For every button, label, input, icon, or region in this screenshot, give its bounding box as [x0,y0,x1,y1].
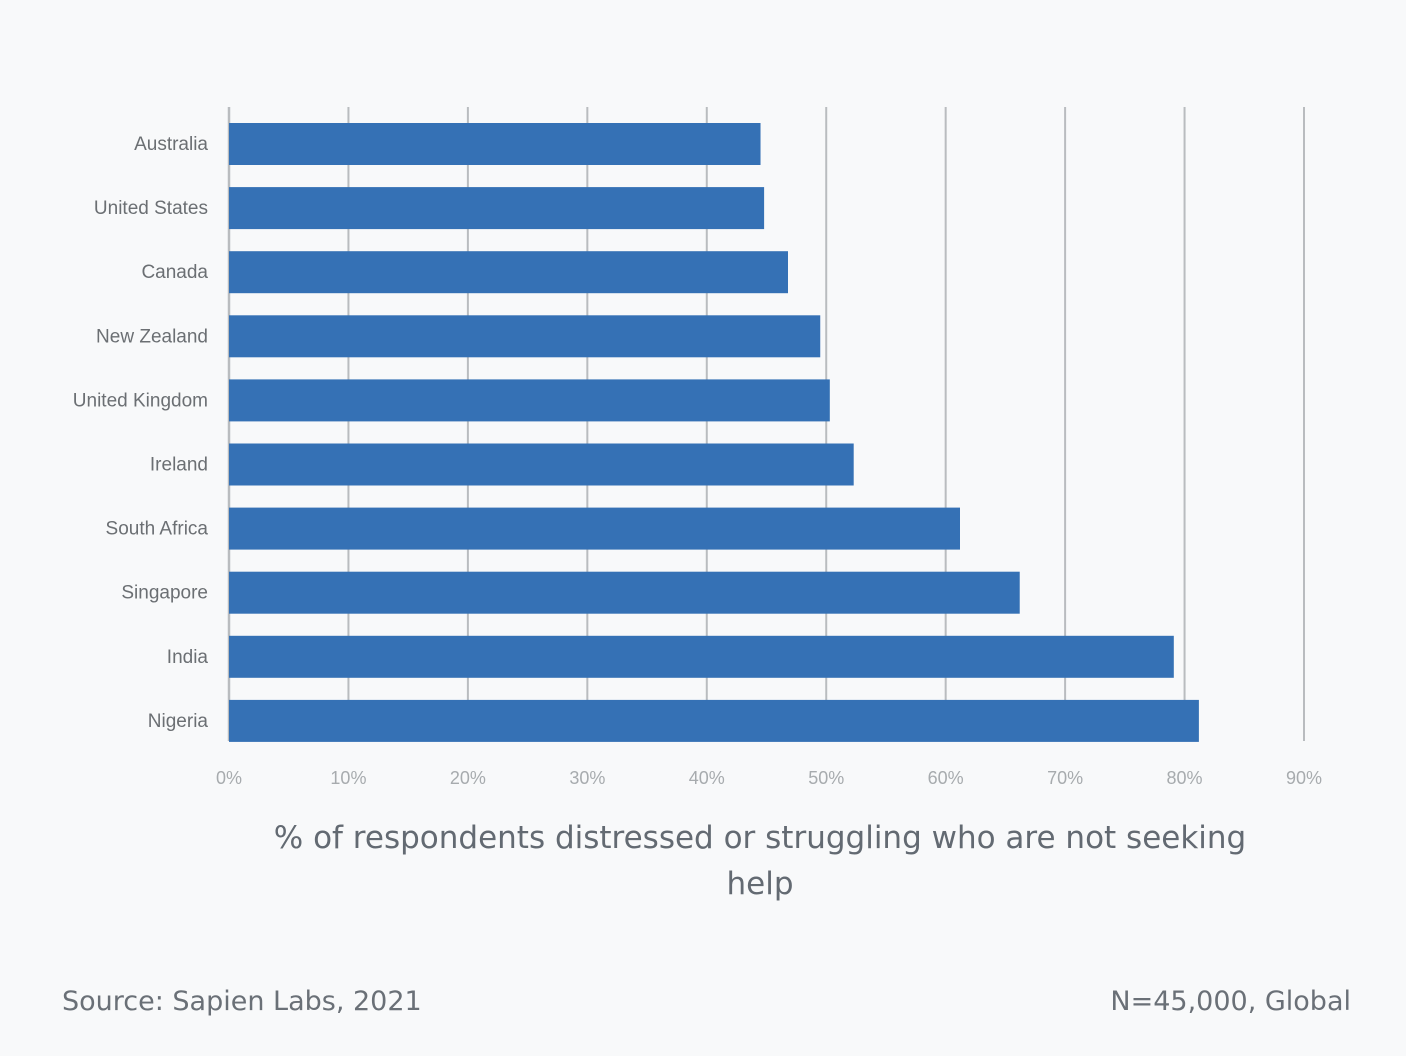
bar [229,251,788,294]
category-label: Singapore [121,583,208,604]
x-tick-label: 80% [1167,768,1203,788]
x-tick-label: 30% [569,768,605,788]
bar [229,699,1199,742]
category-label: Nigeria [148,711,209,732]
category-label: South Africa [106,519,209,540]
x-tick-label: 0% [216,768,242,788]
category-label: Canada [141,262,208,283]
bar-chart: Australia United States Canada New Zealand U… [73,107,1322,788]
bar [229,571,1020,614]
x-tick-label: 90% [1286,768,1322,788]
x-axis-title: % of respondents distressed or strugglin… [273,820,1247,902]
category-label: Ireland [150,455,208,476]
bar [229,443,854,486]
source-note: Source: Sapien Labs, 2021 [62,986,422,1017]
category-labels: Australia United States Canada New Zealand U… [73,134,209,732]
bar [229,123,761,165]
category-label: New Zealand [96,326,208,347]
category-label: United Kingdom [73,390,208,411]
x-tick-label: 10% [330,768,366,788]
sample-note: N=45,000, Global [1110,986,1351,1017]
bars [229,123,1199,742]
bar [229,187,765,230]
bar [229,507,960,550]
bar [229,379,830,422]
x-tick-label: 70% [1047,768,1083,788]
x-tick-label: 60% [928,768,964,788]
x-axis-tick-labels: 0% 10% 20% 30% 40% 50% 60% 70% 80% 90% [216,768,1322,788]
category-label: India [167,647,209,668]
category-label: Australia [134,134,208,155]
bar [229,315,821,358]
category-label: United States [94,198,208,219]
x-tick-label: 50% [808,768,844,788]
x-tick-label: 20% [450,768,486,788]
x-tick-label: 40% [689,768,725,788]
bar [229,635,1174,678]
